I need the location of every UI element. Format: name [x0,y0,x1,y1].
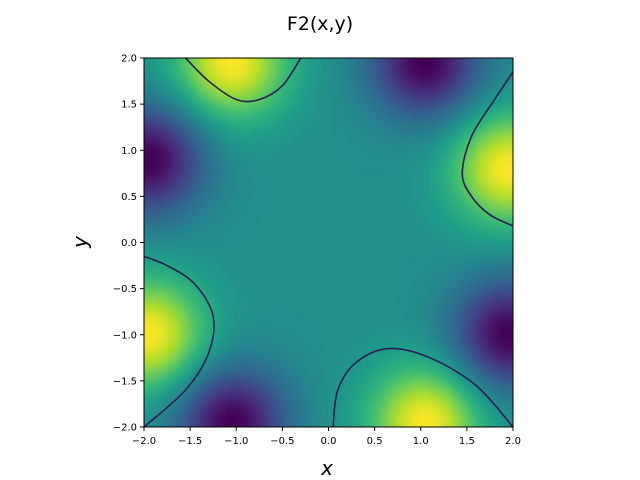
y-tick-label: 0.5 [121,192,137,203]
x-tick-label: 2.0 [505,436,521,447]
contour-left [143,255,215,428]
chart-title: F2(x,y) [287,13,353,35]
x-tick-label: −1.0 [224,436,248,447]
x-tick-label: −1.5 [178,436,202,447]
y-tick-label: 1.0 [121,146,137,157]
y-tick-label: 0.0 [121,238,137,249]
y-tick-label: 1.5 [121,100,137,111]
x-tick-label: 1.0 [413,436,429,447]
x-tick-label: −0.5 [270,436,294,447]
x-axis: −2.0 −1.5 −1.0 −0.5 0.0 0.5 1.0 1.5 2.0 [132,427,521,447]
contour-right [461,71,514,227]
x-tick-label: −2.0 [132,436,156,447]
y-tick-label: −2.0 [113,423,137,434]
contour-bottom [332,347,514,428]
x-tick-label: 0.5 [367,436,383,447]
contour-lines [143,57,514,428]
contour-top-left [184,57,302,103]
x-axis-label: x [320,456,333,480]
y-tick-label: −0.5 [113,284,137,295]
y-tick-label: −1.0 [113,330,137,341]
x-tick-label: 1.5 [459,436,475,447]
x-tick-label: 0.0 [321,436,337,447]
y-tick-label: −1.5 [113,376,137,387]
y-tick-label: 2.0 [121,54,137,65]
heatmap-image [144,58,513,427]
y-axis-label: y [68,235,92,249]
y-axis: 2.0 1.5 1.0 0.5 0.0 −0.5 −1.0 −1.5 −2.0 [113,54,144,434]
